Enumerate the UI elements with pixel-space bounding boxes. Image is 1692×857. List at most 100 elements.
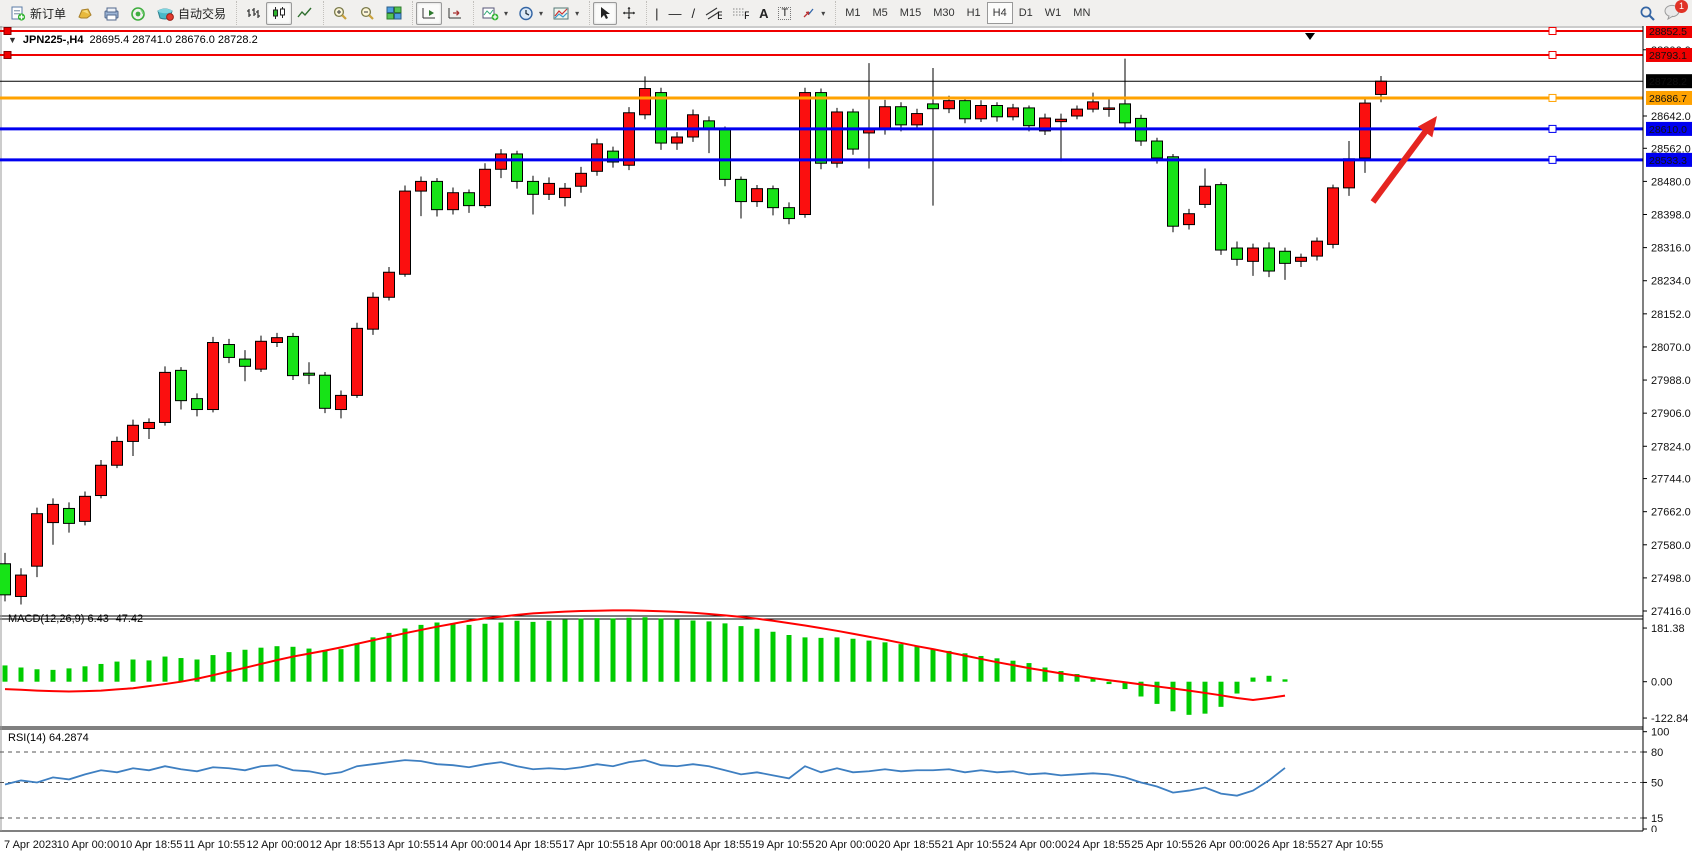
templates-button[interactable]: ▾ — [548, 2, 584, 25]
candle-42[interactable] — [671, 132, 683, 150]
candle-14[interactable] — [223, 338, 235, 364]
horizontal-line-object-28852.5[interactable] — [0, 27, 1643, 35]
line-handle[interactable] — [3, 27, 12, 35]
candle-5[interactable] — [79, 491, 91, 526]
candle-2[interactable] — [31, 507, 43, 578]
candle-9[interactable] — [143, 418, 155, 440]
timeframe-button-mn[interactable]: MN — [1073, 7, 1091, 19]
bar-chart-button[interactable] — [240, 2, 266, 25]
candle-24[interactable] — [383, 266, 395, 301]
candle-62[interactable] — [991, 102, 1003, 122]
candle-20[interactable] — [319, 371, 331, 414]
candle-49[interactable] — [783, 202, 795, 225]
candle-67[interactable] — [1071, 105, 1083, 120]
time-axis[interactable] — [0, 832, 1692, 857]
timeframe-button-h1[interactable]: H1 — [966, 7, 981, 19]
candle-45[interactable] — [719, 126, 731, 187]
candle-73[interactable] — [1167, 153, 1179, 233]
candle-46[interactable] — [735, 176, 747, 219]
candle-78[interactable] — [1247, 243, 1259, 276]
timeframe-button-d1[interactable]: D1 — [1018, 7, 1033, 19]
candle-21[interactable] — [335, 390, 347, 419]
candle-61[interactable] — [975, 100, 987, 123]
equidistant-channel-button[interactable]: E — [700, 2, 727, 25]
zoom-out-button[interactable] — [354, 2, 381, 25]
candle-13[interactable] — [207, 336, 219, 413]
chart-window[interactable]: 28806.028642.028562.028480.028398.028316… — [0, 26, 1692, 857]
candle-31[interactable] — [495, 149, 507, 179]
candle-34[interactable] — [543, 177, 555, 200]
candle-48[interactable] — [767, 185, 779, 216]
candle-64[interactable] — [1023, 105, 1035, 132]
candle-4[interactable] — [63, 502, 75, 533]
candle-0[interactable] — [0, 552, 11, 602]
line-chart-button[interactable] — [292, 2, 318, 25]
candle-70[interactable] — [1119, 58, 1131, 130]
candlestick-button[interactable] — [266, 1, 293, 25]
candle-6[interactable] — [95, 459, 107, 499]
depth-of-market-button[interactable] — [98, 2, 125, 25]
candle-76[interactable] — [1215, 182, 1227, 255]
candle-47[interactable] — [751, 185, 763, 207]
candle-79[interactable] — [1263, 242, 1275, 278]
line-handle[interactable] — [1548, 50, 1557, 59]
candle-82[interactable] — [1311, 237, 1323, 261]
candle-15[interactable] — [239, 350, 251, 382]
candle-12[interactable] — [191, 393, 203, 417]
zoom-in-button[interactable] — [327, 2, 354, 25]
candle-7[interactable] — [111, 436, 123, 469]
line-handle[interactable] — [1548, 124, 1557, 133]
new-order-button[interactable]: 新订单 — [5, 2, 71, 25]
candle-68[interactable] — [1087, 92, 1099, 113]
candle-18[interactable] — [287, 332, 299, 381]
candle-36[interactable] — [575, 166, 587, 193]
horizontal-line-object-28793.1[interactable] — [0, 50, 1643, 59]
timeframe-button-m15[interactable]: M15 — [899, 7, 922, 19]
line-handle[interactable] — [1548, 27, 1557, 35]
line-handle[interactable] — [1548, 155, 1557, 164]
candle-3[interactable] — [47, 498, 59, 545]
candle-83[interactable] — [1327, 184, 1339, 249]
candle-19[interactable] — [303, 362, 315, 385]
auto-scroll-button[interactable] — [416, 1, 443, 25]
text-label-button[interactable]: T — [773, 2, 796, 25]
candle-30[interactable] — [479, 163, 491, 209]
candle-43[interactable] — [687, 109, 699, 142]
auto-trading-button[interactable]: 自动交易 — [151, 2, 231, 25]
trendline-button[interactable]: / — [686, 2, 700, 25]
candle-10[interactable] — [159, 366, 171, 426]
search-icon[interactable] — [1639, 5, 1656, 21]
candle-8[interactable] — [127, 419, 139, 456]
sound-button[interactable] — [125, 2, 151, 25]
candle-50[interactable] — [799, 87, 811, 218]
symbol-dropdown-caret[interactable]: ▼ — [8, 35, 17, 45]
candle-56[interactable] — [895, 102, 907, 132]
chart-shift-button[interactable] — [442, 2, 468, 25]
horizontal-line-button[interactable]: — — [663, 2, 686, 25]
candle-53[interactable] — [847, 108, 859, 155]
gold-tool-button[interactable] — [71, 2, 98, 25]
candle-81[interactable] — [1295, 253, 1307, 267]
arrows-button[interactable]: ▾ — [796, 2, 830, 25]
candle-35[interactable] — [559, 183, 571, 207]
candle-58[interactable] — [927, 67, 939, 206]
candle-33[interactable] — [527, 175, 539, 215]
candle-66[interactable] — [1055, 113, 1067, 162]
timeframe-button-h4[interactable]: H4 — [986, 2, 1013, 24]
text-button[interactable]: A — [754, 2, 773, 25]
indicators-button[interactable]: ▾ — [477, 2, 513, 25]
candle-27[interactable] — [431, 178, 443, 217]
timeframe-button-m5[interactable]: M5 — [872, 7, 888, 19]
candle-16[interactable] — [255, 335, 267, 372]
candle-26[interactable] — [415, 176, 427, 217]
candle-77[interactable] — [1231, 241, 1243, 266]
trend-arrow-annotation[interactable] — [1370, 116, 1437, 204]
candle-17[interactable] — [271, 332, 283, 347]
cursor-button[interactable] — [593, 1, 618, 25]
candle-65[interactable] — [1039, 113, 1051, 135]
candle-60[interactable] — [959, 97, 971, 124]
candle-57[interactable] — [911, 108, 923, 130]
timeframe-button-w1[interactable]: W1 — [1044, 7, 1062, 19]
candle-32[interactable] — [511, 150, 523, 189]
tile-windows-button[interactable] — [381, 2, 407, 25]
